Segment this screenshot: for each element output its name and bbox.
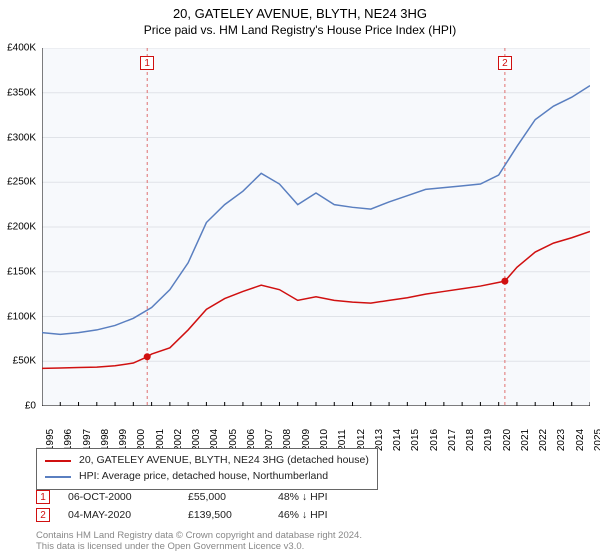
marker-date: 04-MAY-2020 — [68, 509, 188, 521]
chart-svg — [42, 48, 590, 406]
y-axis: £0£50K£100K£150K£200K£250K£300K£350K£400… — [0, 48, 40, 406]
chart-container: 20, GATELEY AVENUE, BLYTH, NE24 3HG Pric… — [0, 0, 600, 560]
x-tick-label: 2016 — [429, 429, 440, 451]
marker-delta: 48% ↓ HPI — [278, 491, 368, 503]
marker-price: £55,000 — [188, 491, 278, 503]
y-tick-label: £250K — [7, 177, 36, 188]
marker-badge: 1 — [36, 490, 50, 504]
y-tick-label: £350K — [7, 87, 36, 98]
chart-marker-badge: 2 — [498, 56, 512, 70]
chart-marker-badge: 1 — [140, 56, 154, 70]
x-tick-label: 2019 — [483, 429, 494, 451]
x-tick-label: 2014 — [392, 429, 403, 451]
attribution: Contains HM Land Registry data © Crown c… — [36, 530, 362, 553]
y-tick-label: £100K — [7, 311, 36, 322]
y-tick-label: £150K — [7, 266, 36, 277]
x-tick-label: 2018 — [465, 429, 476, 451]
legend-item: 20, GATELEY AVENUE, BLYTH, NE24 3HG (det… — [45, 453, 369, 469]
plot-area: 12 — [42, 48, 590, 406]
marker-price: £139,500 — [188, 509, 278, 521]
y-tick-label: £50K — [13, 356, 36, 367]
x-tick-label: 2017 — [447, 429, 458, 451]
x-tick-label: 2023 — [556, 429, 567, 451]
x-tick-label: 2015 — [410, 429, 421, 451]
sale-marker-row: 2 04-MAY-2020£139,50046% ↓ HPI — [36, 508, 368, 522]
x-tick-label: 2022 — [538, 429, 549, 451]
title-block: 20, GATELEY AVENUE, BLYTH, NE24 3HG Pric… — [0, 0, 600, 37]
legend-swatch — [45, 460, 71, 462]
chart-subtitle: Price paid vs. HM Land Registry's House … — [0, 23, 600, 37]
x-tick-label: 2020 — [502, 429, 513, 451]
y-tick-label: £300K — [7, 132, 36, 143]
legend: 20, GATELEY AVENUE, BLYTH, NE24 3HG (det… — [36, 448, 378, 490]
sale-markers-table: 1 06-OCT-2000£55,00048% ↓ HPI 2 04-MAY-2020… — [36, 490, 368, 526]
chart-title: 20, GATELEY AVENUE, BLYTH, NE24 3HG — [0, 6, 600, 21]
x-tick-label: 2024 — [575, 429, 586, 451]
attribution-line: Contains HM Land Registry data © Crown c… — [36, 530, 362, 541]
marker-badge: 2 — [36, 508, 50, 522]
marker-date: 06-OCT-2000 — [68, 491, 188, 503]
y-tick-label: £200K — [7, 222, 36, 233]
x-axis: 1995199619971998199920002001200220032004… — [42, 408, 590, 448]
y-tick-label: £400K — [7, 43, 36, 54]
legend-item: HPI: Average price, detached house, Nort… — [45, 469, 369, 485]
marker-delta: 46% ↓ HPI — [278, 509, 368, 521]
legend-label: HPI: Average price, detached house, Nort… — [79, 469, 328, 485]
legend-label: 20, GATELEY AVENUE, BLYTH, NE24 3HG (det… — [79, 453, 369, 469]
x-tick-label: 2021 — [520, 429, 531, 451]
x-tick-label: 2025 — [593, 429, 600, 451]
attribution-line: This data is licensed under the Open Gov… — [36, 541, 362, 552]
sale-marker-row: 1 06-OCT-2000£55,00048% ↓ HPI — [36, 490, 368, 504]
legend-swatch — [45, 476, 71, 478]
y-tick-label: £0 — [25, 401, 36, 412]
